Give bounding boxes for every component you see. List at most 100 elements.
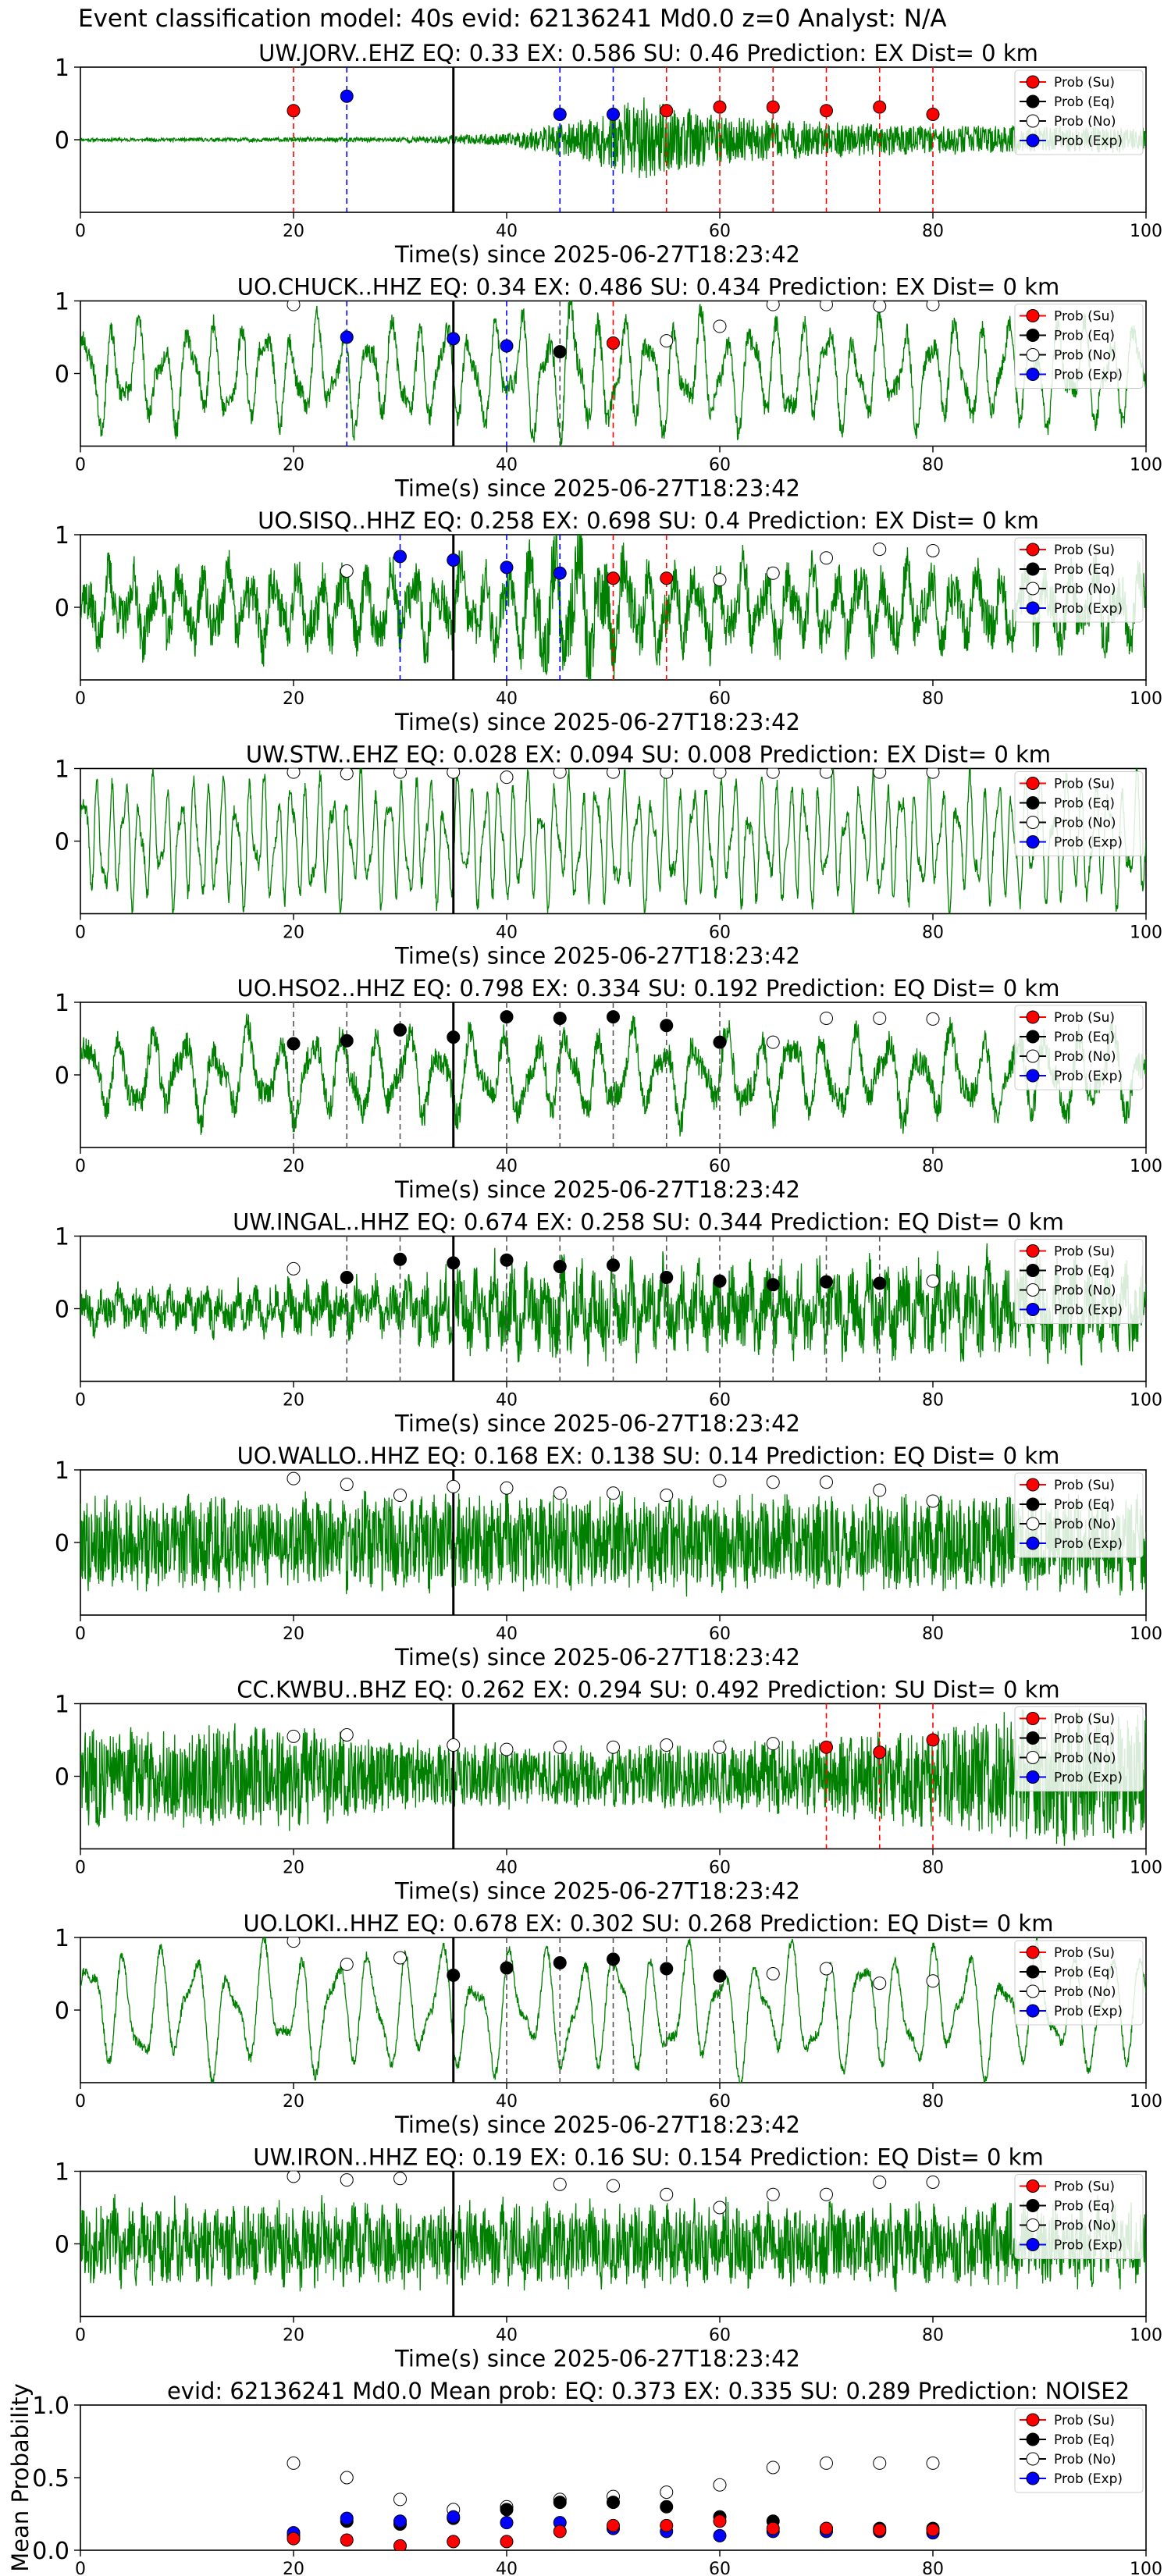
x-tick-label: 20 xyxy=(283,2092,304,2112)
prob-point-no xyxy=(820,301,833,311)
prob-point-exp xyxy=(393,550,407,564)
prob-point-no xyxy=(607,1486,620,1500)
prob-point-exp xyxy=(553,566,567,580)
legend-label-exp: Prob (Exp) xyxy=(1054,2004,1123,2019)
y-tick-label: 1 xyxy=(55,1224,69,1251)
prob-point-no xyxy=(820,551,833,565)
prob-point-no xyxy=(713,573,727,587)
x-tick-label: 80 xyxy=(922,222,944,241)
legend-marker-exp xyxy=(1026,2004,1040,2018)
prob-point-no xyxy=(926,1494,940,1508)
panel-5: 0 20 40 60 80 100 0 1 UO.HSO2..HHZ EQ: 0.798 EX:… xyxy=(55,975,1162,1203)
prob-point-no xyxy=(500,1742,514,1756)
x-tick-label: 40 xyxy=(496,2326,518,2346)
legend-marker-su xyxy=(1026,1712,1040,1725)
x-tick-label: 20 xyxy=(283,1859,304,1878)
x-tick-label: 40 xyxy=(496,1391,518,1411)
prob-point-no xyxy=(287,301,301,311)
y-tick-label: 0 xyxy=(55,1062,69,1090)
prob-point-no xyxy=(926,543,940,557)
x-tick-label: 20 xyxy=(283,1157,304,1176)
mean-point-su xyxy=(660,2518,674,2532)
prob-point-exp xyxy=(607,107,620,121)
prob-point-no xyxy=(820,768,833,779)
y-tick-label: 0 xyxy=(55,829,69,856)
x-tick-label: 20 xyxy=(283,2560,304,2576)
prob-point-no xyxy=(820,1011,833,1025)
legend-label-su: Prob (Su) xyxy=(1054,1712,1115,1727)
mean-point-no xyxy=(660,2485,674,2500)
prob-point-no xyxy=(340,1727,354,1742)
prob-point-no xyxy=(500,1481,514,1495)
legend-label-no: Prob (No) xyxy=(1054,2218,1116,2234)
x-tick-label: 80 xyxy=(922,2560,944,2576)
plot-area xyxy=(80,1236,1146,1382)
prob-point-no xyxy=(607,768,620,779)
x-tick-label: 60 xyxy=(709,1157,731,1176)
plot-area xyxy=(80,1937,1146,2083)
legend-marker-no xyxy=(1026,1517,1040,1531)
panel-10: 0 20 40 60 80 100 0 1 UW.IRON..HHZ EQ: 0.19 EX: … xyxy=(55,2144,1162,2372)
legend-label-no: Prob (No) xyxy=(1054,1283,1116,1299)
legend-marker-su xyxy=(1026,777,1040,790)
prob-point-no xyxy=(553,1486,567,1500)
legend-label-exp: Prob (Exp) xyxy=(1054,1536,1123,1552)
legend-label-exp: Prob (Exp) xyxy=(1054,1069,1123,1084)
prob-point-eq xyxy=(287,1037,301,1051)
prob-point-no xyxy=(873,1011,887,1025)
x-tick-label: 100 xyxy=(1130,1157,1162,1176)
legend-box xyxy=(1014,1940,1144,2026)
legend-box xyxy=(1014,304,1144,389)
x-tick-label: 60 xyxy=(709,456,731,475)
y-tick-label: 0 xyxy=(55,1297,69,1324)
waveform-trace xyxy=(80,2194,1146,2292)
prob-point-su xyxy=(873,100,887,114)
legend-label-su: Prob (Su) xyxy=(1054,309,1115,325)
y-tick-label: 1 xyxy=(55,1925,69,1952)
x-tick-label: 20 xyxy=(283,222,304,241)
x-axis-label: Time(s) since 2025-06-27T18:23:42 xyxy=(394,2346,800,2372)
prob-point-no xyxy=(287,1729,301,1743)
prob-point-no xyxy=(926,1012,940,1026)
prob-point-exp xyxy=(447,332,461,346)
x-tick-label: 0 xyxy=(75,456,86,475)
x-tick-label: 0 xyxy=(75,923,86,943)
prob-point-no xyxy=(340,1957,354,1971)
legend-label-eq: Prob (Eq) xyxy=(1054,1731,1115,1747)
prob-point-eq xyxy=(766,1278,780,1292)
legend-box xyxy=(1014,537,1144,623)
panel-8: 0 20 40 60 80 100 0 1 CC.KWBU..BHZ EQ: 0.262 EX:… xyxy=(55,1677,1162,1905)
x-tick-label: 100 xyxy=(1130,222,1162,241)
legend-marker-exp xyxy=(1026,2471,1040,2485)
prob-point-eq xyxy=(393,1023,407,1037)
legend-label-su: Prob (Su) xyxy=(1054,2179,1115,2195)
mean-point-su xyxy=(393,2539,407,2550)
x-tick-label: 60 xyxy=(709,222,731,241)
y-tick-label: 0.5 xyxy=(32,2465,69,2492)
panel-3: 0 20 40 60 80 100 0 1 UO.SISQ..HHZ EQ: 0.258 EX:… xyxy=(55,507,1162,735)
prob-point-su xyxy=(660,104,674,118)
legend-label-exp: Prob (Exp) xyxy=(1054,368,1123,383)
prob-point-eq xyxy=(607,1258,620,1272)
prob-point-no xyxy=(287,768,301,779)
y-tick-label: 1 xyxy=(55,756,69,784)
legend-marker-exp xyxy=(1026,2238,1040,2251)
prob-point-no xyxy=(393,768,407,779)
legend-box xyxy=(1014,1472,1144,1558)
legend-box xyxy=(1014,69,1144,155)
prob-point-no xyxy=(766,1035,780,1049)
mean-point-su xyxy=(607,2518,620,2532)
legend-label-no: Prob (No) xyxy=(1054,1751,1116,1767)
mean-point-no xyxy=(340,2471,354,2485)
prob-point-eq xyxy=(713,1035,727,1049)
legend-label-eq: Prob (Eq) xyxy=(1054,562,1115,578)
panel-title: UW.INGAL..HHZ EQ: 0.674 EX: 0.258 SU: 0.… xyxy=(233,1209,1064,1236)
legend-label-su: Prob (Su) xyxy=(1054,1244,1115,1260)
mean-point-no xyxy=(393,2492,407,2507)
legend-marker-no xyxy=(1026,582,1040,596)
y-axis-label: Mean Probability xyxy=(7,2383,34,2572)
prob-point-no xyxy=(287,1471,301,1485)
panel-title: UO.HSO2..HHZ EQ: 0.798 EX: 0.334 SU: 0.1… xyxy=(237,975,1060,1002)
waveform-trace xyxy=(80,1243,1146,1367)
x-tick-label: 20 xyxy=(283,1624,304,1644)
